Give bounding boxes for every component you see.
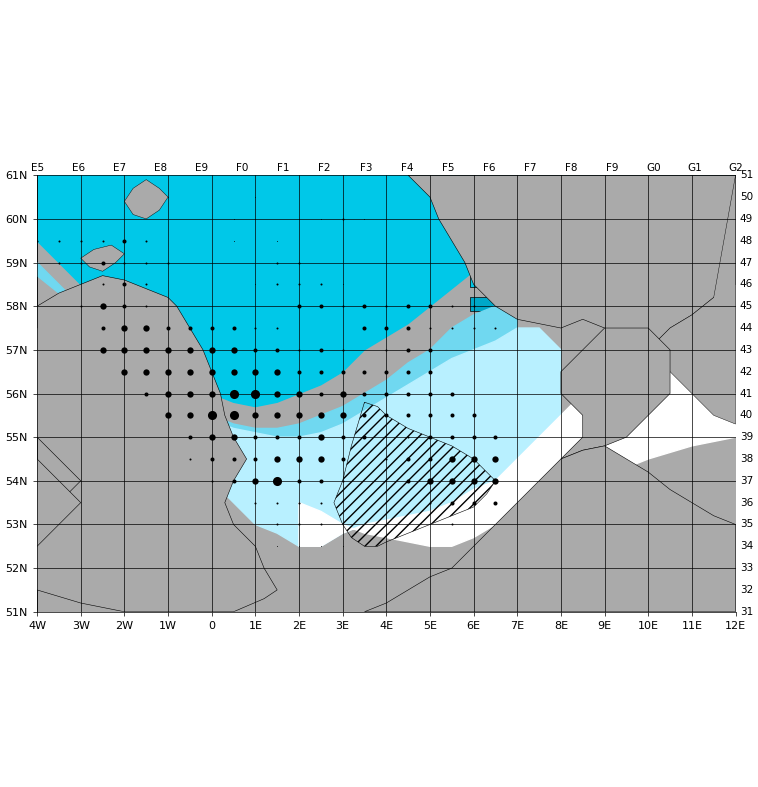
Text: 0 - 25 m: 0 - 25 m (526, 203, 569, 213)
Text: 42: 42 (740, 367, 753, 377)
Text: G1: G1 (687, 163, 702, 173)
Text: G0: G0 (646, 163, 661, 173)
Text: 49: 49 (740, 214, 753, 224)
Text: F0: F0 (236, 163, 249, 173)
Bar (470, 201, 515, 216)
Text: G2: G2 (728, 163, 743, 173)
Text: 35: 35 (740, 519, 753, 530)
Text: 48: 48 (740, 236, 753, 246)
Text: 38: 38 (740, 454, 753, 464)
Polygon shape (299, 394, 605, 546)
Text: 34: 34 (740, 541, 753, 551)
Text: F2: F2 (318, 163, 331, 173)
Text: 39: 39 (740, 432, 753, 442)
Text: 50: 50 (740, 192, 753, 202)
Polygon shape (0, 424, 81, 590)
Text: F7: F7 (524, 163, 537, 173)
Text: F5: F5 (442, 163, 454, 173)
Bar (470, 273, 515, 287)
Text: Tongschar
zomer: Tongschar zomer (477, 411, 540, 439)
Bar (470, 249, 515, 264)
Bar (470, 297, 515, 312)
Polygon shape (124, 179, 168, 219)
Text: F4: F4 (400, 163, 413, 173)
Text: 46: 46 (740, 279, 753, 290)
Text: 40: 40 (740, 410, 753, 420)
Polygon shape (37, 263, 517, 437)
Polygon shape (81, 245, 124, 272)
Text: F3: F3 (359, 163, 372, 173)
Polygon shape (37, 176, 735, 315)
Text: 43: 43 (740, 345, 753, 355)
Polygon shape (168, 328, 561, 546)
Text: >10 - 100: >10 - 100 (537, 537, 588, 547)
Text: 51: 51 (740, 170, 753, 180)
Text: E7: E7 (113, 163, 126, 173)
Text: 44: 44 (740, 323, 753, 333)
Text: F8: F8 (565, 163, 578, 173)
Text: F1: F1 (277, 163, 290, 173)
Text: F9: F9 (606, 163, 619, 173)
Text: >1 - 10: >1 - 10 (537, 506, 575, 516)
Text: 25 - 50 m: 25 - 50 m (526, 227, 576, 237)
Text: 45: 45 (740, 301, 753, 311)
Polygon shape (626, 176, 735, 424)
Text: Bottom depth: Bottom depth (470, 184, 552, 197)
Text: E5: E5 (30, 163, 44, 173)
Polygon shape (37, 611, 735, 616)
Text: 37: 37 (740, 476, 753, 486)
Text: 50 - 100 m: 50 - 100 m (526, 251, 582, 261)
Text: E6: E6 (71, 163, 85, 173)
Text: 31: 31 (740, 607, 753, 617)
Polygon shape (408, 176, 735, 350)
Text: 41: 41 (740, 389, 753, 398)
Polygon shape (365, 446, 735, 611)
Polygon shape (0, 275, 277, 611)
Polygon shape (37, 176, 714, 407)
Text: > 200 m: > 200 m (526, 299, 571, 309)
Text: F6: F6 (483, 163, 495, 173)
Text: 0: 0 (537, 445, 543, 455)
Text: >1000: >1000 (537, 598, 572, 608)
Text: 33: 33 (740, 563, 753, 573)
Bar (470, 225, 515, 239)
Polygon shape (561, 371, 735, 472)
Text: 47: 47 (740, 257, 753, 268)
Text: E9: E9 (195, 163, 208, 173)
Text: 32: 32 (740, 585, 753, 595)
Polygon shape (561, 328, 670, 459)
Text: E8: E8 (154, 163, 167, 173)
Text: 36: 36 (740, 497, 753, 508)
Text: >0 - 1: >0 - 1 (537, 476, 568, 486)
Text: >100 - 1000: >100 - 1000 (537, 567, 601, 578)
Text: 100 - 200 m: 100 - 200 m (526, 275, 589, 285)
